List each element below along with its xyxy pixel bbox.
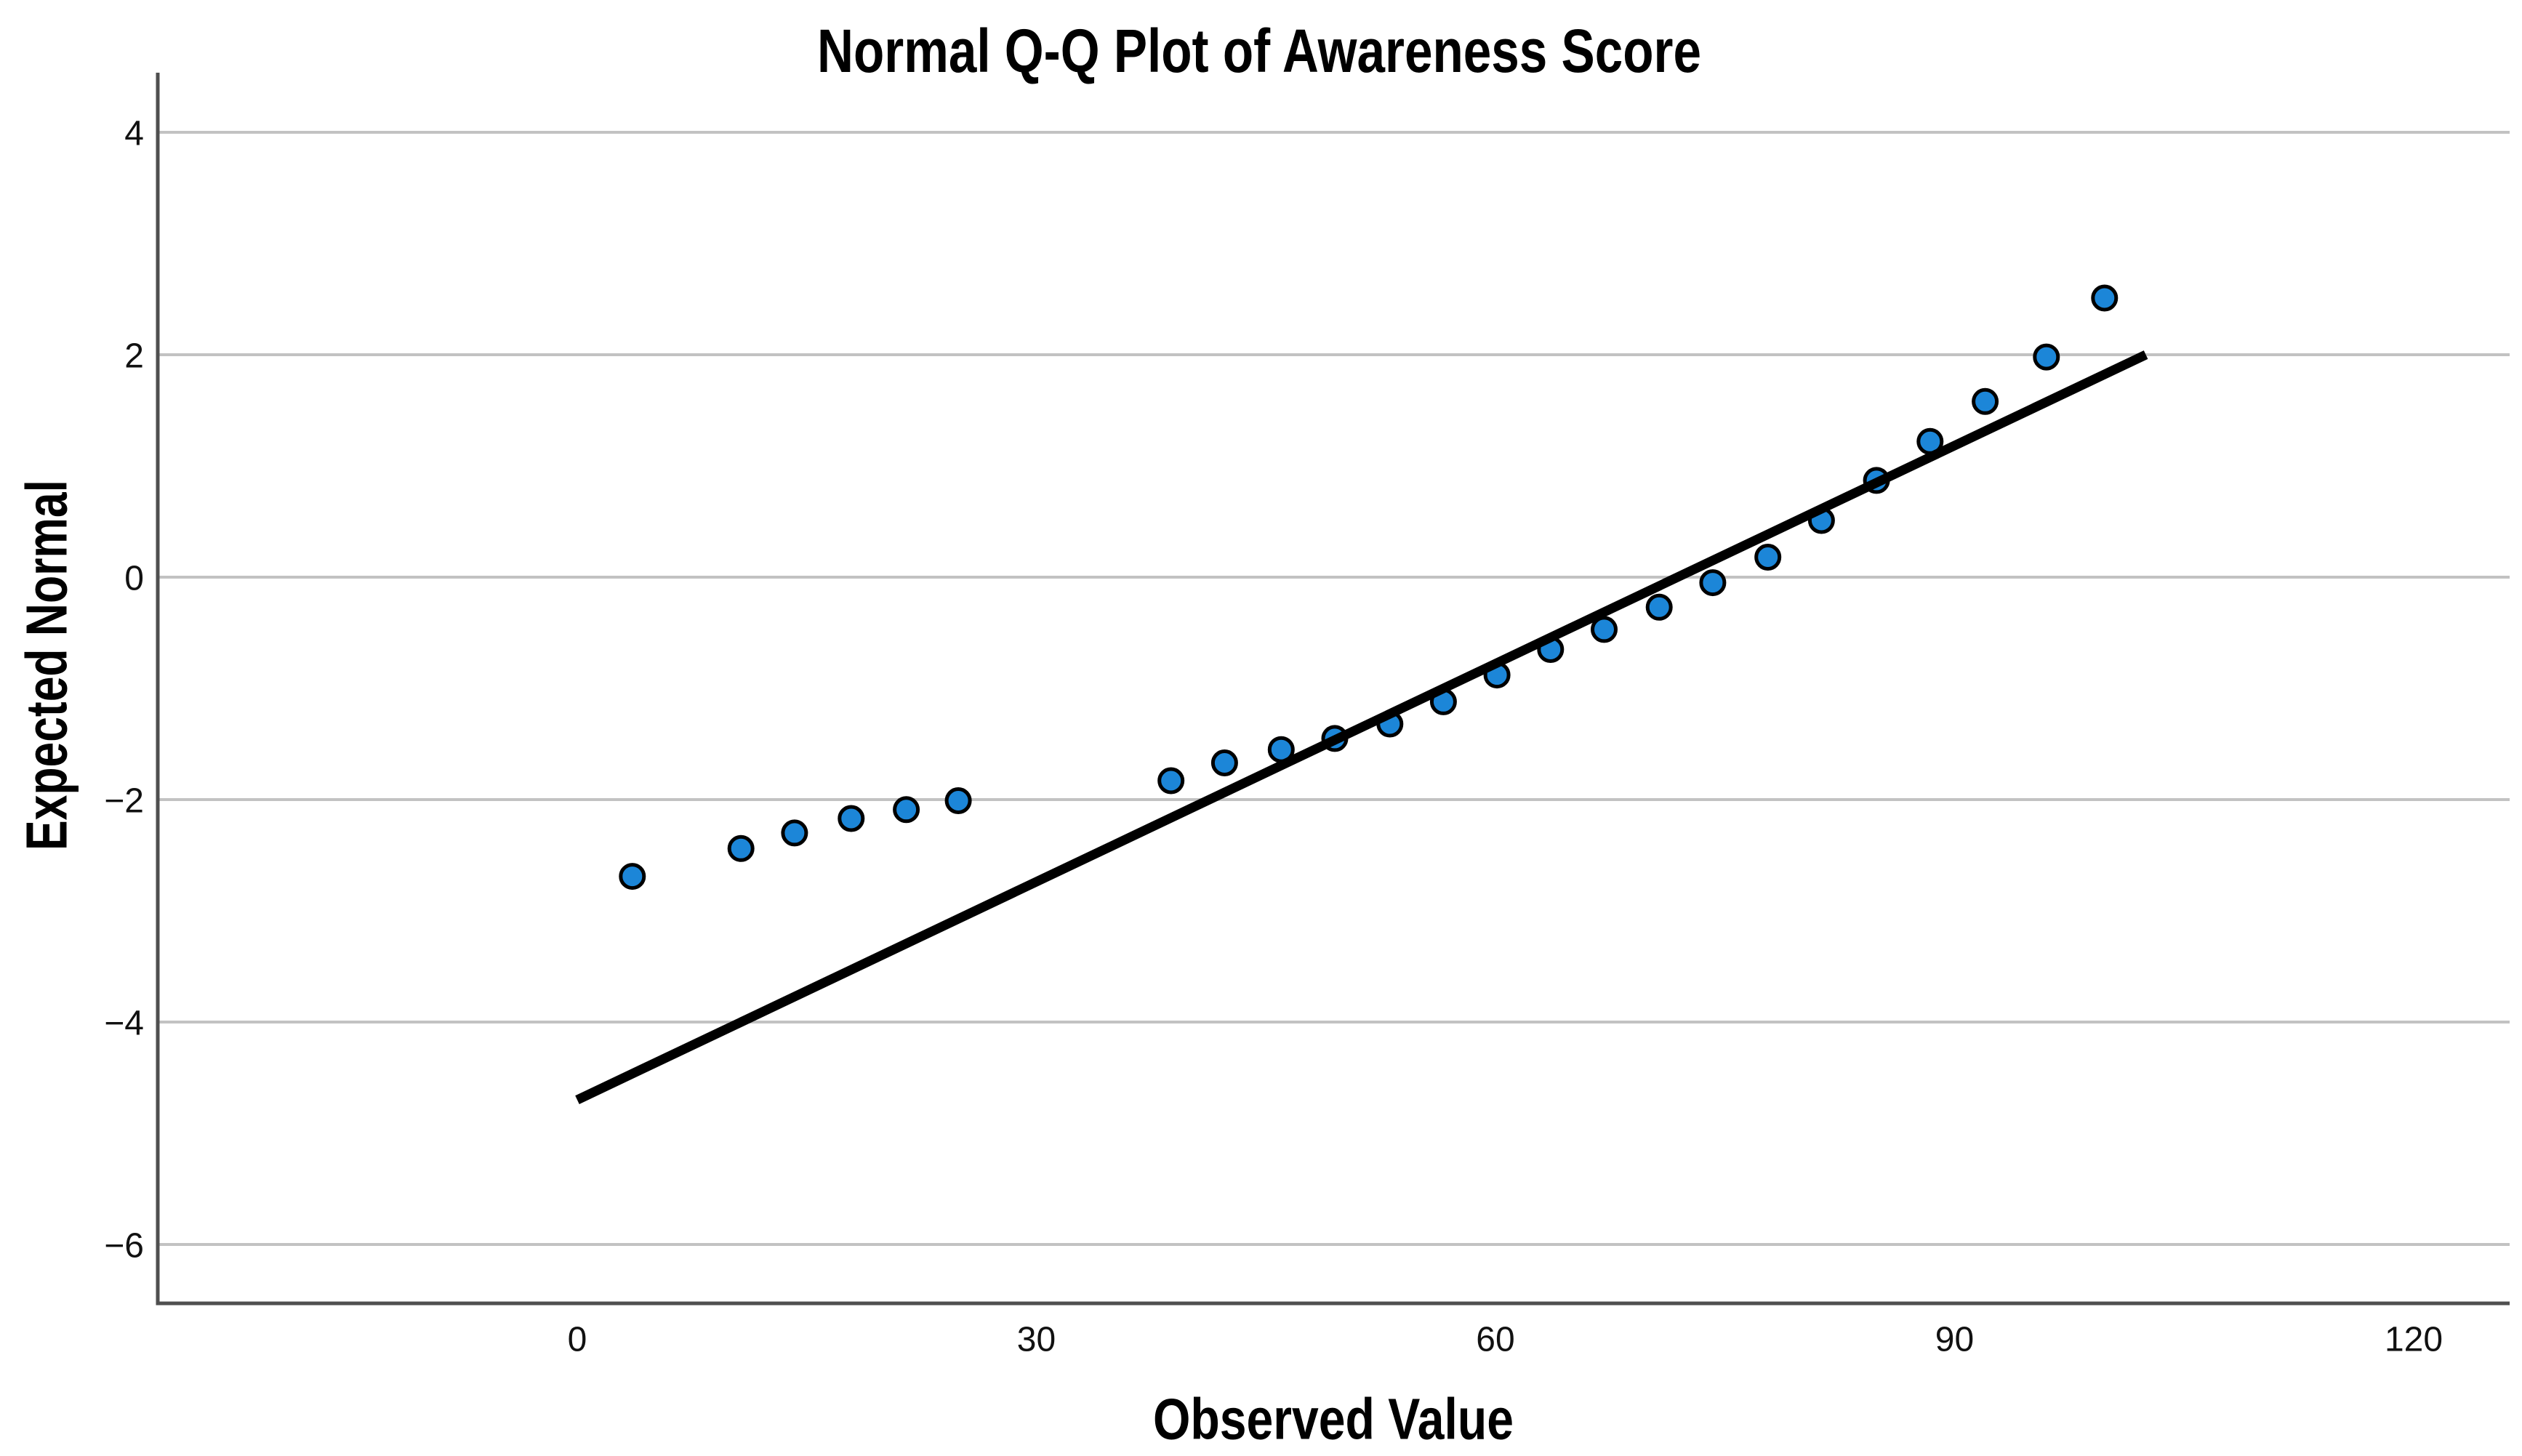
data-point-8 <box>1210 749 1238 776</box>
data-point-18 <box>1754 544 1782 571</box>
data-point-16 <box>1645 593 1673 621</box>
data-point-24 <box>2091 284 2119 312</box>
chart-title: Normal Q-Q Plot of Awareness Score <box>817 17 1701 85</box>
data-point-7 <box>1157 767 1185 795</box>
normal-reference-line <box>575 350 2148 1104</box>
y-tick-label--2: −2 <box>104 782 144 821</box>
data-point-23 <box>2033 343 2060 371</box>
y-tick-label--4: −4 <box>104 1005 144 1043</box>
y-axis-title: Expected Normal <box>15 480 79 850</box>
data-points-layer <box>619 284 2119 890</box>
data-point-5 <box>893 796 920 824</box>
data-point-4 <box>838 805 865 832</box>
y-tick-label-4: 4 <box>124 115 144 153</box>
x-tick-label-60: 60 <box>1476 1321 1514 1359</box>
axes-layer <box>156 73 2510 1306</box>
x-tick-label-0: 0 <box>568 1321 587 1359</box>
data-point-15 <box>1591 616 1618 643</box>
y-tick-label--6: −6 <box>104 1227 144 1266</box>
data-point-1 <box>619 863 646 890</box>
gridlines-layer <box>158 131 2510 1246</box>
x-axis-title: Observed Value <box>1153 1387 1514 1452</box>
tick-labels-layer: 0 30 60 90 120 4 2 0 −2 −4 −6 <box>104 115 2443 1359</box>
x-tick-label-30: 30 <box>1017 1321 1056 1359</box>
x-tick-label-120: 120 <box>2385 1321 2443 1359</box>
reference-line-layer <box>575 350 2148 1104</box>
data-point-2 <box>727 834 755 862</box>
data-point-3 <box>781 819 808 847</box>
y-tick-label-2: 2 <box>124 337 144 376</box>
data-point-22 <box>1972 387 1999 415</box>
y-tick-label-0: 0 <box>124 560 144 598</box>
data-point-17 <box>1699 569 1727 597</box>
data-point-6 <box>944 787 972 814</box>
x-tick-label-90: 90 <box>1935 1321 1974 1359</box>
